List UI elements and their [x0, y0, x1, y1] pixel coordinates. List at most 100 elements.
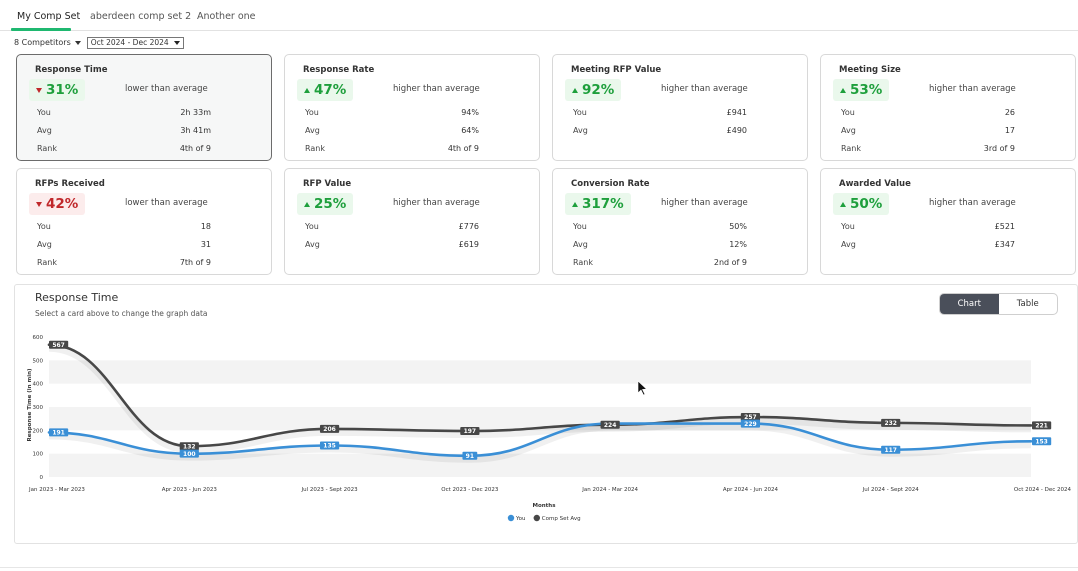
mouse-cursor-icon — [637, 380, 648, 396]
tab-aberdeen-comp-set-2[interactable]: aberdeen comp set 2 — [90, 11, 192, 22]
stat-value: 64% — [461, 126, 479, 135]
y-tick-label: 600 — [33, 335, 44, 341]
you-line — [47, 422, 1033, 458]
stat-label: You — [305, 222, 319, 231]
you-data-label: 229 — [744, 421, 757, 428]
comparison-text: higher than average — [929, 198, 1016, 208]
comp-set-avg-data-label-bg — [49, 340, 69, 349]
triangle-down-icon — [36, 201, 42, 207]
comp-set-avg-data-label-bg — [740, 413, 761, 422]
stat-row-you: You £521 — [841, 222, 1015, 234]
stat-label: Avg — [37, 126, 52, 135]
triangle-up-icon — [304, 87, 310, 93]
comparison-text: higher than average — [661, 198, 748, 208]
tab-my-comp-set[interactable]: My Comp Set — [17, 11, 81, 22]
triangle-up-icon — [840, 87, 846, 93]
you-data-label: 191 — [52, 430, 65, 437]
change-badge: 53% — [833, 79, 890, 101]
you-data-label: 91 — [466, 453, 474, 460]
stat-value: 12% — [729, 240, 747, 249]
metric-card-rfps-received[interactable]: RFPs Received 42% lower than average You 18 A… — [16, 168, 272, 275]
stat-value: £347 — [994, 240, 1015, 249]
table-view-button[interactable]: Table — [1016, 299, 1039, 309]
you-data-label-bg — [881, 445, 901, 454]
stat-value: 4th of 9 — [447, 144, 479, 153]
grid-band — [49, 407, 1031, 431]
response-time-chart: 0 100 200 300 400 500 600 Response Time (in min… — [27, 335, 1072, 522]
stat-value: £941 — [726, 108, 747, 117]
change-badge: 42% — [29, 193, 86, 215]
stat-label: You — [841, 108, 855, 117]
stat-value: 7th of 9 — [179, 258, 211, 267]
metric-card-rfp-value[interactable]: RFP Value 25% higher than average You £776 Av… — [284, 168, 540, 275]
metric-card-response-time[interactable]: Response Time 31% lower than average You 2h … — [16, 54, 272, 161]
stat-value: £490 — [726, 126, 747, 135]
comp-set-avg-data-label: 232 — [884, 420, 897, 427]
stat-value: 3h 41m — [180, 126, 211, 135]
stat-label: Rank — [573, 258, 593, 267]
y-tick-label: 300 — [33, 405, 44, 411]
stat-value: 2nd of 9 — [713, 258, 747, 267]
stat-label: You — [37, 108, 51, 117]
stat-row-you: You 50% — [573, 222, 747, 234]
stat-value: 18 — [200, 222, 211, 231]
comp-set-avg-data-label-bg — [600, 420, 620, 429]
stat-row-avg: Avg 17 — [841, 126, 1015, 138]
x-tick-label: Jul 2024 - Sept 2024 — [862, 487, 920, 493]
card-title: RFP Value — [303, 179, 352, 189]
metric-card-response-rate[interactable]: Response Rate 47% higher than average You 94… — [284, 54, 540, 161]
date-range-value: Oct 2024 - Dec 2024 — [90, 38, 169, 47]
card-title: Response Rate — [303, 65, 375, 75]
comparison-text: lower than average — [125, 84, 208, 94]
legend-label-you: You — [515, 516, 525, 522]
comp-set-avg-data-label: 132 — [183, 443, 196, 450]
comparison-text: lower than average — [125, 198, 208, 208]
you-data-label-bg — [49, 428, 69, 437]
comp-set-avg-data-label: 206 — [323, 426, 336, 433]
you-data-label-bg — [462, 451, 478, 460]
x-tick-label: Oct 2023 - Dec 2023 — [441, 487, 499, 493]
change-badge: 47% — [297, 79, 354, 101]
chart-view-button[interactable]: Chart — [940, 294, 999, 314]
stat-row-you: You 18 — [37, 222, 211, 234]
triangle-up-icon — [304, 201, 310, 207]
x-tick-label: Apr 2024 - Jun 2024 — [723, 487, 779, 493]
stat-row-rank: Rank 7th of 9 — [37, 258, 211, 270]
change-badge: 50% — [833, 193, 890, 215]
y-tick-label: 200 — [33, 428, 44, 434]
metric-card-meeting-rfp-value[interactable]: Meeting RFP Value 92% higher than average Y… — [552, 54, 808, 161]
filter-bar: 8 Competitors Oct 2024 - Dec 2024 — [14, 36, 184, 49]
competitors-dropdown[interactable]: 8 Competitors — [14, 38, 81, 47]
caret-down-icon — [74, 40, 81, 45]
change-value: 92% — [582, 82, 615, 98]
stat-row-avg: Avg 3h 41m — [37, 126, 211, 138]
x-tick-label: Jan 2024 - Mar 2024 — [581, 487, 638, 493]
tab-another-one[interactable]: Another one — [197, 11, 256, 22]
x-tick-label: Jan 2023 - Mar 2023 — [28, 487, 85, 493]
stat-row-you: You 94% — [305, 108, 479, 120]
y-tick-label: 400 — [33, 382, 44, 388]
y-tick-label: 500 — [33, 358, 44, 364]
stat-label: Rank — [305, 144, 325, 153]
metric-card-conversion-rate[interactable]: Conversion Rate 317% higher than average Yo… — [552, 168, 808, 275]
legend-marker-you — [507, 514, 515, 522]
chart-panel: Response Time Select a card above to cha… — [14, 284, 1078, 544]
stat-row-avg: Avg 64% — [305, 126, 479, 138]
change-value: 53% — [850, 82, 883, 98]
comp-set-avg-data-label-bg — [460, 427, 480, 436]
date-range-select[interactable]: Oct 2024 - Dec 2024 — [86, 36, 184, 49]
you-data-label-bg — [179, 449, 199, 458]
stat-value: £521 — [994, 222, 1015, 231]
change-badge: 31% — [29, 79, 86, 101]
triangle-up-icon — [840, 201, 846, 207]
stat-label: You — [573, 108, 587, 117]
comp-set-avg-data-label: 257 — [744, 414, 757, 421]
metric-card-meeting-size[interactable]: Meeting Size 53% higher than average You 26 A… — [820, 54, 1076, 161]
page-divider — [0, 567, 1078, 568]
competitors-label: 8 Competitors — [14, 38, 71, 47]
you-line-shadow — [48, 424, 1032, 463]
comparison-text: higher than average — [393, 198, 480, 208]
metric-card-awarded-value[interactable]: Awarded Value 50% higher than average You £5… — [820, 168, 1076, 275]
x-tick-label: Apr 2023 - Jun 2023 — [162, 487, 218, 493]
change-badge: 317% — [565, 193, 631, 215]
